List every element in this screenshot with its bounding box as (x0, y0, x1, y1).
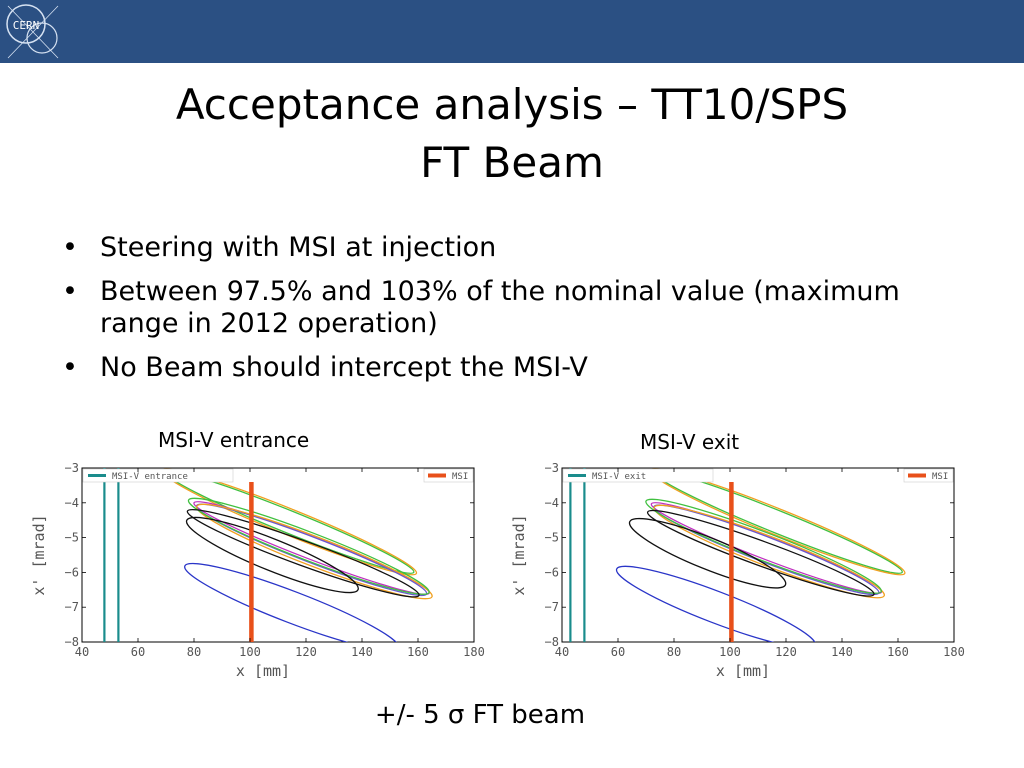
y-axis-label: x' [mrad] (510, 514, 528, 595)
beam-ellipse-blue (184, 562, 400, 642)
caption-right: MSI-V exit (640, 430, 740, 454)
plot-frame (81, 467, 475, 643)
bullet-item: • No Beam should intercept the MSI-V (60, 352, 960, 384)
x-tick-label: 100 (239, 645, 261, 659)
x-tick-label: 40 (75, 645, 89, 659)
y-tick-label: −4 (545, 496, 559, 510)
y-tick-label: −6 (65, 565, 79, 579)
y-tick-label: −6 (545, 565, 559, 579)
beam-ellipse-black (646, 509, 875, 597)
y-tick-label: −8 (65, 635, 79, 649)
y-tick-label: −7 (545, 600, 559, 614)
y-tick-label: −3 (545, 461, 559, 475)
x-tick-label: 120 (295, 645, 317, 659)
x-tick-label: 140 (831, 645, 853, 659)
plot-msi-v-exit: MSI-V exit MSI 40 60 80 100 120 140 160 180 −3 −4 −5… (510, 461, 965, 680)
cern-logo: CERN (0, 0, 64, 63)
y-tick-label: −5 (545, 531, 559, 545)
x-tick-label: 160 (887, 645, 909, 659)
x-tick-label: 80 (187, 645, 201, 659)
x-axis-label: x [mm] (716, 662, 770, 680)
y-tick-label: −3 (65, 461, 79, 475)
bullet-text: No Beam should intercept the MSI-V (100, 352, 588, 383)
x-tick-label: 160 (407, 645, 429, 659)
bullet-item: • Steering with MSI at injection (60, 232, 960, 264)
bullet-dot-icon: • (62, 276, 78, 307)
bullet-text: Steering with MSI at injection (100, 232, 497, 263)
bullet-list: • Steering with MSI at injection • Betwe… (60, 232, 960, 396)
legend-label-msi: MSI (932, 472, 948, 482)
x-tick-label: 80 (667, 645, 681, 659)
beam-ellipse-green (645, 498, 882, 594)
beam-ellipse-black (186, 508, 420, 598)
slide-title-line1: Acceptance analysis – TT10/SPS (175, 80, 849, 129)
caption-left: MSI-V entrance (158, 428, 310, 452)
x-tick-label: 120 (775, 645, 797, 659)
y-tick-label: −8 (545, 635, 559, 649)
bullet-text: Between 97.5% and 103% of the nominal va… (100, 276, 900, 339)
x-tick-label: 180 (463, 645, 485, 659)
beam-ellipse-orange (653, 504, 885, 599)
legend-label-aperture: MSI-V entrance (112, 472, 188, 482)
cern-logo-text: CERN (13, 19, 40, 32)
legend-label-msi: MSI (452, 472, 468, 482)
y-tick-label: −5 (65, 531, 79, 545)
y-axis-label: x' [mrad] (30, 514, 48, 595)
chart-legend: MSI-V exit MSI (562, 468, 954, 483)
x-tick-label: 140 (351, 645, 373, 659)
x-tick-label: 100 (719, 645, 741, 659)
bullet-dot-icon: • (62, 232, 78, 263)
y-tick-label: −4 (65, 496, 79, 510)
x-tick-label: 40 (555, 645, 569, 659)
header-bar: CERN (0, 0, 1024, 63)
beam-ellipse-black (185, 516, 359, 594)
plot-msi-v-entrance: MSI-V entrance MSI 40 60 80 100 120 140 160 180 −3… (30, 461, 485, 680)
plot-frame (561, 467, 955, 643)
beam-ellipse-orange (196, 503, 433, 600)
x-tick-label: 180 (943, 645, 965, 659)
slide-title-line2: FT Beam (420, 138, 604, 187)
x-tick-label: 60 (611, 645, 625, 659)
beam-ellipse-blue (615, 565, 817, 642)
x-axis-label: x [mm] (236, 662, 290, 680)
x-tick-label: 60 (131, 645, 145, 659)
beam-ellipse-green (187, 497, 430, 595)
beam-ellipse-black (628, 517, 787, 589)
slide-title: Acceptance analysis – TT10/SPS FT Beam (0, 76, 1024, 192)
bullet-dot-icon: • (62, 352, 78, 383)
chart-legend: MSI-V entrance MSI (82, 468, 474, 483)
bottom-caption: +/- 5 σ FT beam (374, 700, 586, 730)
legend-label-aperture: MSI-V exit (592, 472, 646, 482)
bullet-item: • Between 97.5% and 103% of the nominal … (60, 276, 960, 340)
y-tick-label: −7 (65, 600, 79, 614)
